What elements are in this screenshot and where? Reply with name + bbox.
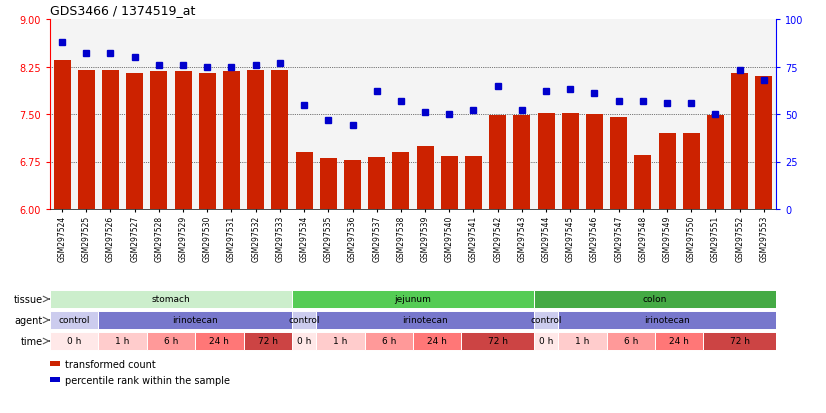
Bar — [292, 290, 534, 308]
Text: control: control — [288, 316, 320, 325]
Text: irinotecan: irinotecan — [173, 316, 218, 325]
Bar — [392, 153, 410, 209]
Bar — [634, 156, 652, 209]
Bar — [441, 157, 458, 209]
Text: 72 h: 72 h — [729, 337, 750, 346]
Text: 72 h: 72 h — [258, 337, 278, 346]
Text: 1 h: 1 h — [575, 337, 590, 346]
Bar — [344, 160, 361, 209]
Text: 0 h: 0 h — [67, 337, 82, 346]
Bar — [558, 332, 606, 350]
Text: control: control — [59, 316, 90, 325]
Bar — [514, 116, 530, 209]
Text: GDS3466 / 1374519_at: GDS3466 / 1374519_at — [50, 4, 196, 17]
Bar — [195, 332, 244, 350]
Bar — [707, 116, 724, 209]
Text: 6 h: 6 h — [624, 337, 638, 346]
Bar — [704, 332, 776, 350]
Bar — [98, 311, 292, 329]
Bar — [272, 71, 288, 209]
Bar — [244, 332, 292, 350]
Bar — [320, 159, 337, 209]
Bar — [364, 332, 413, 350]
Text: time: time — [21, 336, 43, 346]
Bar — [489, 116, 506, 209]
Text: stomach: stomach — [152, 295, 190, 304]
Text: 1 h: 1 h — [116, 337, 130, 346]
Bar — [558, 311, 776, 329]
Text: 0 h: 0 h — [297, 337, 311, 346]
Bar — [731, 74, 748, 209]
Text: 1 h: 1 h — [333, 337, 348, 346]
Text: 6 h: 6 h — [382, 337, 396, 346]
Text: colon: colon — [643, 295, 667, 304]
Text: 24 h: 24 h — [669, 337, 689, 346]
Bar — [98, 332, 147, 350]
Text: agent: agent — [15, 315, 43, 325]
Text: percentile rank within the sample: percentile rank within the sample — [65, 375, 230, 385]
Text: irinotecan: irinotecan — [402, 316, 448, 325]
Bar — [174, 72, 192, 209]
Bar — [562, 114, 579, 209]
Bar — [292, 311, 316, 329]
Bar — [610, 118, 627, 209]
Text: transformed count: transformed count — [65, 359, 155, 369]
Bar — [102, 71, 119, 209]
Bar — [50, 290, 292, 308]
Bar — [316, 332, 364, 350]
Bar — [150, 72, 168, 209]
Bar — [683, 134, 700, 209]
Bar — [223, 72, 240, 209]
Bar — [462, 332, 534, 350]
Bar — [50, 332, 98, 350]
Bar — [756, 77, 772, 209]
Bar — [54, 61, 70, 209]
Text: jejunum: jejunum — [395, 295, 431, 304]
Bar — [413, 332, 462, 350]
Bar — [50, 311, 98, 329]
Bar — [292, 332, 316, 350]
Text: tissue: tissue — [13, 294, 43, 304]
Bar — [606, 332, 655, 350]
Bar — [368, 158, 385, 209]
Bar — [658, 134, 676, 209]
Text: 24 h: 24 h — [210, 337, 230, 346]
Bar — [296, 153, 312, 209]
Bar — [416, 146, 434, 209]
Bar — [465, 157, 482, 209]
Bar — [538, 114, 554, 209]
Bar — [586, 115, 603, 209]
Bar — [126, 74, 143, 209]
Bar — [534, 290, 776, 308]
Bar — [316, 311, 534, 329]
Bar — [534, 332, 558, 350]
Bar — [199, 74, 216, 209]
Bar — [247, 71, 264, 209]
Bar — [78, 71, 95, 209]
Text: irinotecan: irinotecan — [644, 316, 690, 325]
Text: control: control — [530, 316, 562, 325]
Bar — [147, 332, 195, 350]
Bar — [534, 311, 558, 329]
Bar — [655, 332, 704, 350]
Text: 72 h: 72 h — [487, 337, 508, 346]
Text: 24 h: 24 h — [427, 337, 447, 346]
Text: 6 h: 6 h — [164, 337, 178, 346]
Text: 0 h: 0 h — [539, 337, 553, 346]
